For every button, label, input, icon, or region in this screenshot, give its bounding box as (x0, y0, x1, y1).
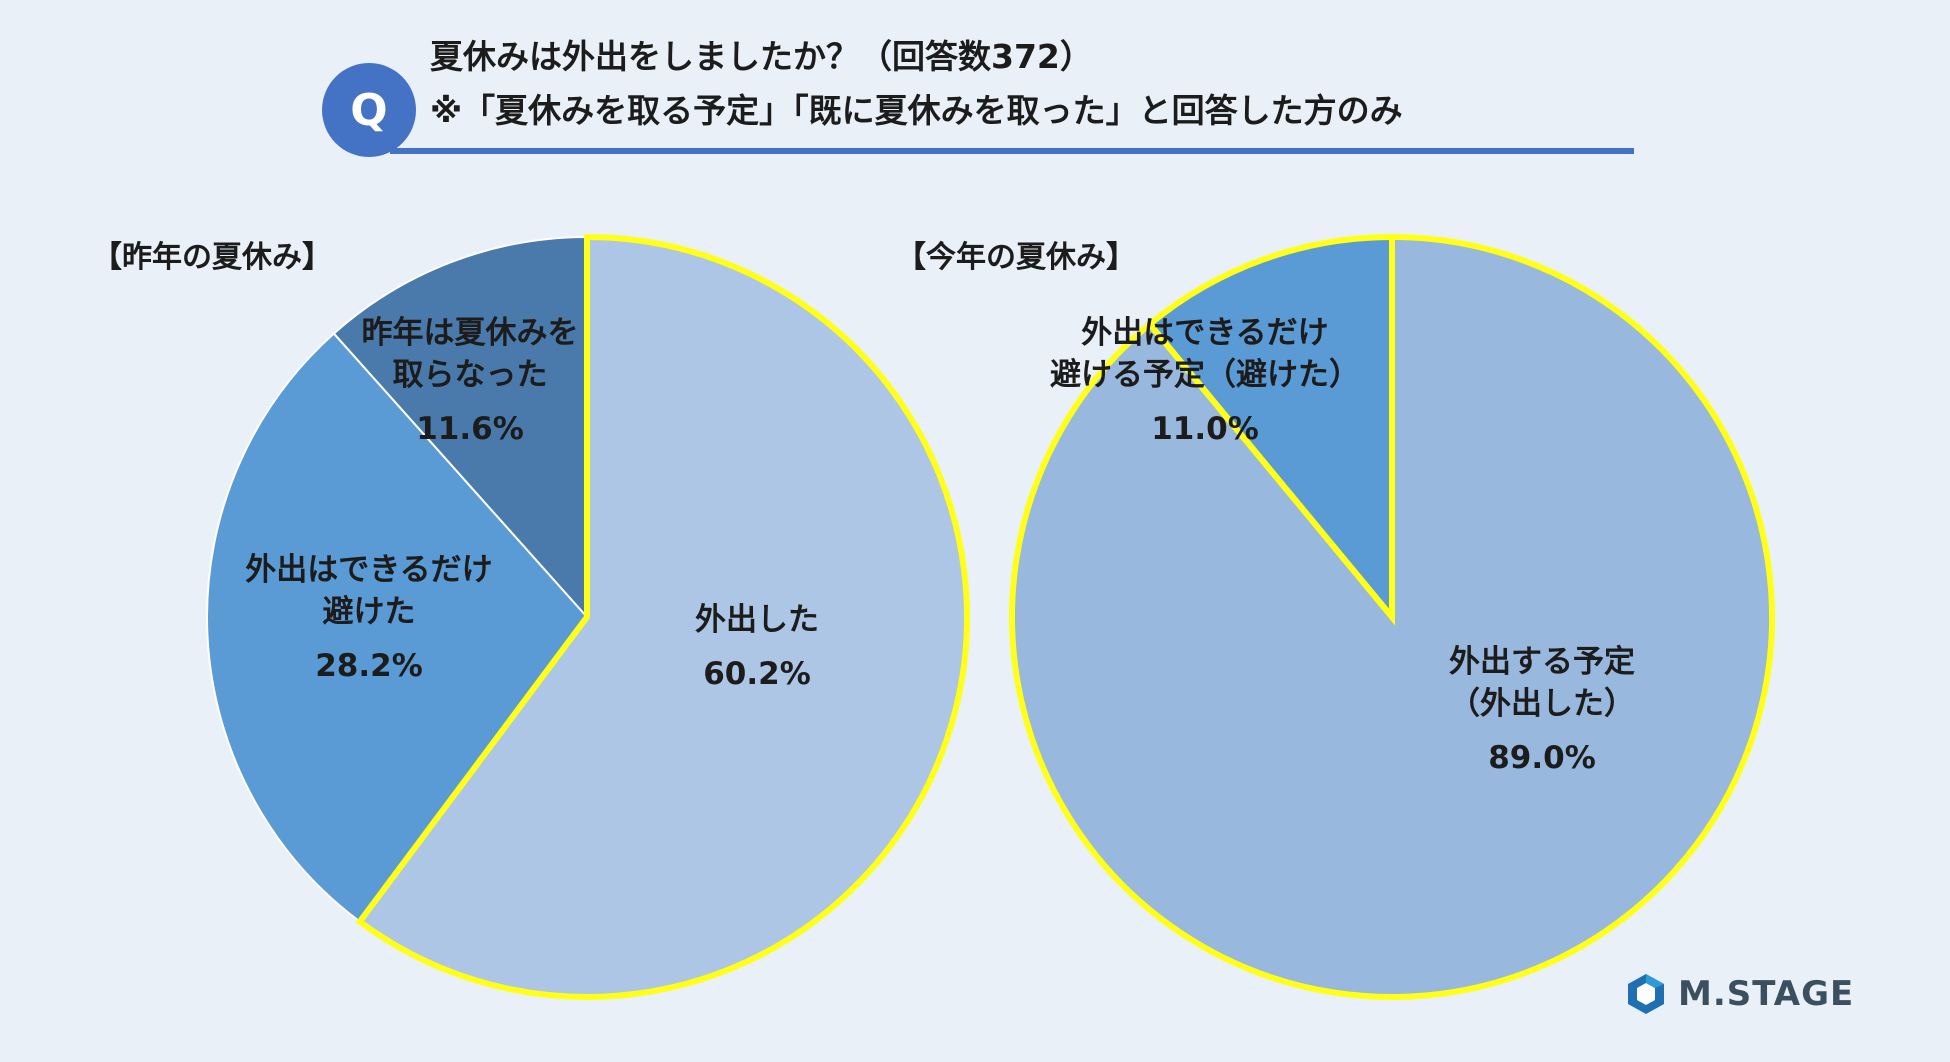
slice-percent-label: 60.2% (703, 656, 811, 692)
question-line-1: 夏休みは外出をしましたか？（回答数372） (430, 37, 1093, 76)
slice-percent-label: 11.6% (416, 411, 524, 447)
mstage-logo: M.STAGE (1624, 972, 1854, 1016)
last-year-label: 【昨年の夏休み】 (92, 240, 332, 275)
pie-slice (332, 235, 588, 620)
question-line-2: ※「夏休みを取る予定」「既に夏休みを取った」と回答した方のみ (430, 91, 1403, 130)
title-underline (390, 148, 1634, 154)
question-badge: Q (322, 63, 416, 157)
slice-category-label: 昨年は夏休みを (362, 315, 579, 351)
slice-percent-label: 28.2% (315, 648, 423, 684)
hexagon-logo-icon (1628, 974, 1664, 1014)
slice-highlight-outline (1009, 233, 1775, 1000)
question-title: 夏休みは外出をしましたか？（回答数372） ※「夏休みを取る予定」「既に夏休みを… (430, 30, 1403, 138)
slice-category-label: 外出はできるだけ (245, 552, 492, 588)
slice-category-label: 取らなった (393, 357, 548, 393)
slice-percent-label: 11.0% (1151, 411, 1259, 447)
slice-highlight-outline (1145, 233, 1395, 626)
pie-slice (206, 332, 589, 923)
slice-highlight-outline (355, 233, 970, 1000)
slice-category-label: 避けた (323, 594, 416, 630)
this-year-label: 【今年の夏休み】 (896, 240, 1136, 275)
slice-category-label: 外出はできるだけ (1081, 315, 1328, 351)
slice-category-label: 外出した (695, 602, 819, 638)
slice-category-label: 外出する予定 (1449, 644, 1635, 680)
logo-text: M.STAGE (1678, 974, 1855, 1014)
slice-category-label: 避ける予定（避けた） (1050, 357, 1360, 393)
slice-percent-label: 89.0% (1488, 740, 1596, 776)
slice-category-label: （外出した） (1449, 686, 1635, 722)
